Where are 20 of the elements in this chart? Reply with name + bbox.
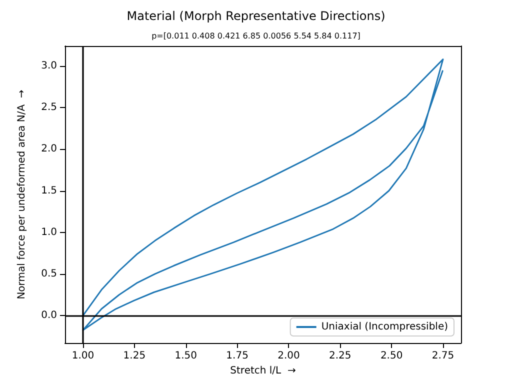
chart-title: Material (Morph Representative Directions) [126,9,386,23]
y-tick-label: 1.0 [41,226,57,238]
x-tick-label: 1.50 [174,350,197,362]
x-tick-label: 2.75 [432,350,454,362]
y-tick-label: 2.0 [41,144,57,155]
x-tick-label: 1.00 [72,350,94,362]
x-tick-label: 1.75 [226,350,248,362]
y-tick-label: 1.5 [41,185,57,196]
x-tick-label: 2.00 [278,350,300,362]
y-axis-title: Normal force per undeformed area N/A → [16,90,28,300]
y-tick-label: 0.5 [41,268,57,280]
x-tick-label: 1.25 [123,350,146,362]
x-tick-label: 2.25 [329,350,352,362]
x-tick-label: 2.50 [380,350,403,362]
y-tick-label: 2.5 [41,102,57,114]
y-tick-label: 0.0 [41,310,57,322]
chart-subtitle: p=[0.011 0.408 0.421 6.85 0.0056 5.54 5.84 0.117] [152,32,360,40]
y-tick-label: 3.0 [41,60,57,72]
legend-label: Uniaxial (Incompressible) [321,322,448,332]
x-axis-title: Stretch l/L → [230,365,296,376]
